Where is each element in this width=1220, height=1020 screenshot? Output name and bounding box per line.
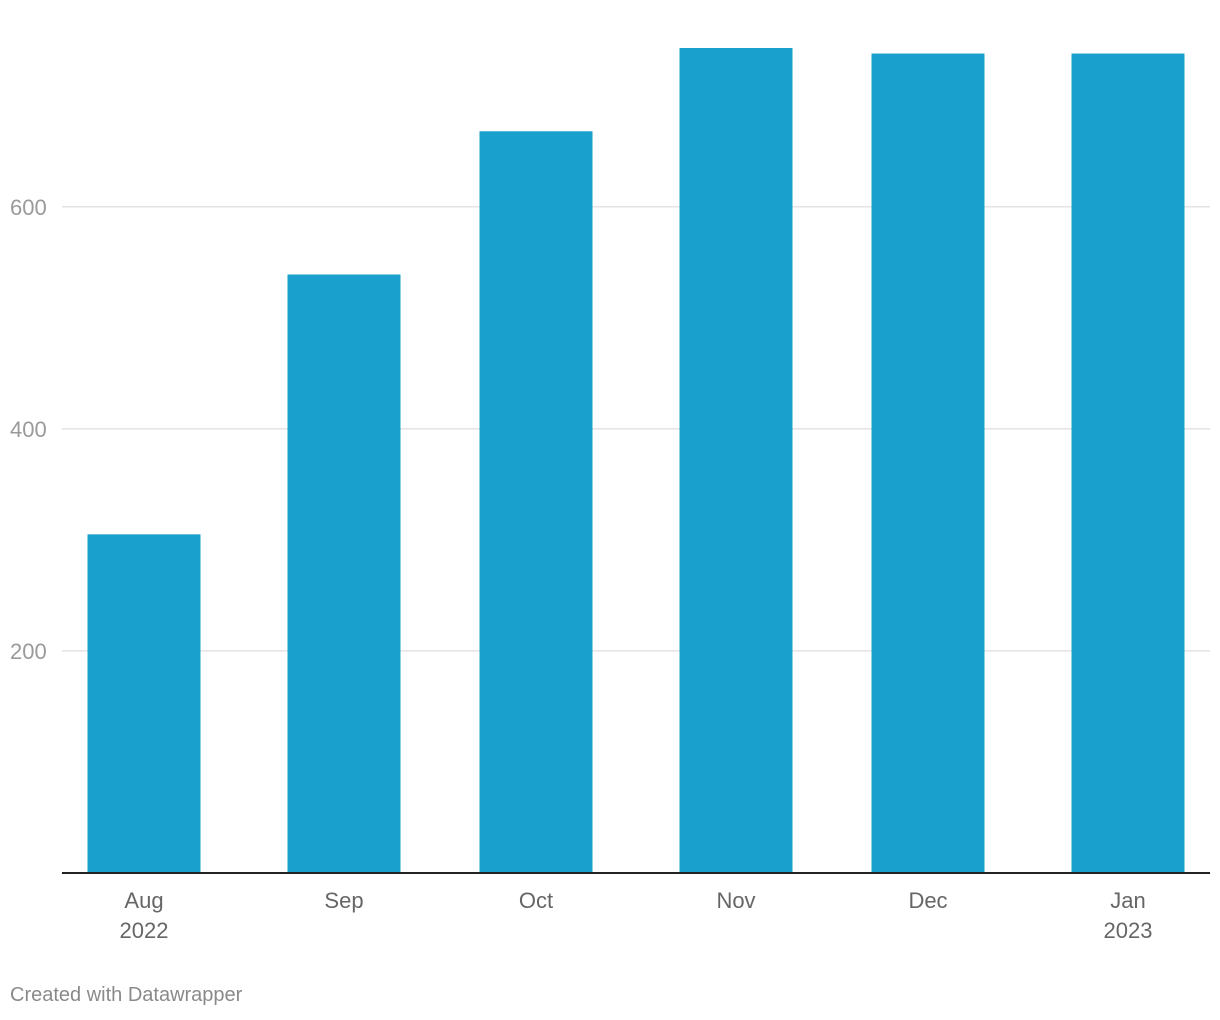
y-tick-label: 600 [10,195,47,220]
x-tick-label: 2023 [1104,918,1153,943]
x-tick-label: Aug [124,888,163,913]
bar [871,53,985,873]
bar [479,131,593,874]
x-tick-label: Dec [908,888,947,913]
chart-canvas: 200 400 600 Aug 2022 Sep Oct Nov Dec Jan 2023 [10,48,1210,943]
x-tick-label: Oct [519,888,553,913]
y-tick-label: 200 [10,639,47,664]
x-tick-label: 2022 [120,918,169,943]
x-tick-label: Nov [716,888,755,913]
y-tick-label: 400 [10,417,47,442]
credit-text: Created with Datawrapper [10,984,243,1006]
bar [287,274,401,873]
x-tick-label: Jan [1110,888,1145,913]
bar [1071,53,1185,873]
bar [87,534,201,873]
x-tick-label: Sep [324,888,363,913]
bar [679,48,793,873]
